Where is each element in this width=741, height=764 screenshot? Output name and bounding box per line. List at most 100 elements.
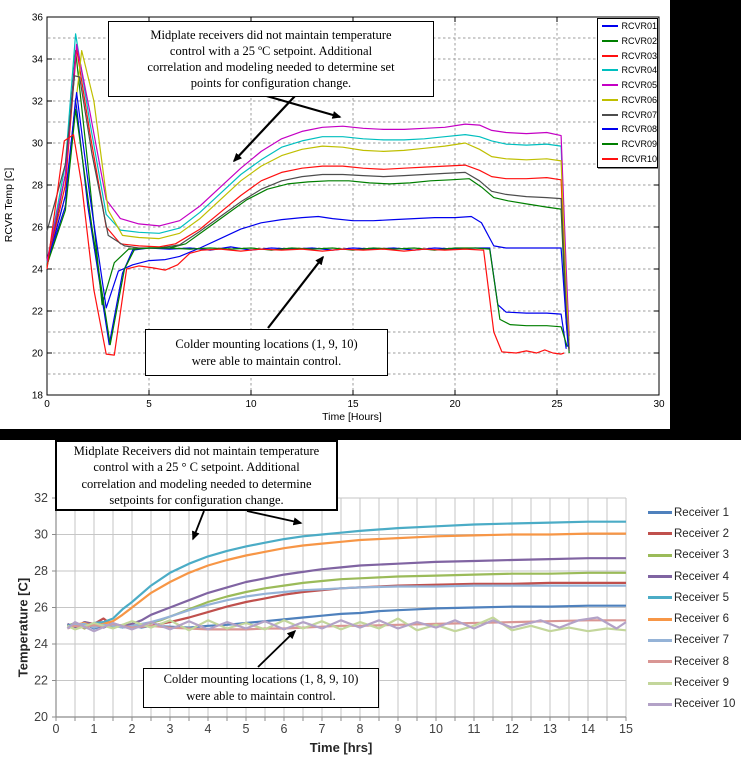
bottom-x-tick-label: 3 <box>167 722 174 736</box>
legend-item-RCVR02: RCVR02 <box>598 34 657 49</box>
legend-item-RCVR01: RCVR01 <box>598 19 657 34</box>
legend-label: RCVR05 <box>621 80 657 91</box>
top-x-tick-label: 0 <box>44 399 50 410</box>
legend-swatch <box>602 54 619 57</box>
legend-item-RCVR03: RCVR03 <box>598 48 657 63</box>
legend-swatch <box>602 98 619 101</box>
bottom-annotation-midplate: Midplate Receivers did not maintain temp… <box>55 440 338 511</box>
bottom-x-tick-label: 2 <box>129 722 136 736</box>
legend-item-Receiver2: Receiver 2 <box>648 523 741 544</box>
series-RCVR07 <box>46 75 570 351</box>
legend-swatch <box>602 113 619 116</box>
bottom-x-tick-label: 8 <box>357 722 364 736</box>
bottom-y-tick-label: 20 <box>34 710 48 724</box>
legend-item-RCVR04: RCVR04 <box>598 63 657 78</box>
legend-swatch <box>602 69 619 72</box>
legend-swatch <box>648 511 672 515</box>
bottom-annotation-colder: Colder mounting locations (1, 8, 9, 10) … <box>143 668 379 708</box>
bottom-legend: Receiver 1 Receiver 2 Receiver 3 Receiver 4… <box>648 502 741 762</box>
bottom-x-tick-label: 15 <box>619 722 633 736</box>
legend-swatch <box>602 128 619 131</box>
bottom-x-axis-title: Time [hrs] <box>309 740 373 755</box>
legend-swatch <box>602 84 619 87</box>
legend-label: RCVR03 <box>621 50 657 61</box>
legend-item-RCVR10: RCVR10 <box>598 151 657 166</box>
legend-label: Receiver 3 <box>674 549 729 562</box>
bottom-y-tick-label: 28 <box>34 564 48 578</box>
top-annotation-arrows <box>232 93 342 329</box>
legend-label: RCVR02 <box>621 36 657 47</box>
bottom-x-tick-label: 14 <box>581 722 595 736</box>
top-annotation-colder: Colder mounting locations (1, 9, 10) wer… <box>145 329 388 376</box>
bottom-y-axis-title: Temperature [C] <box>15 577 31 678</box>
legend-swatch <box>602 142 619 145</box>
series-RCVR10 <box>46 134 565 356</box>
legend-swatch <box>602 157 619 160</box>
legend-swatch <box>648 617 672 621</box>
series-RCVR04 <box>46 33 570 341</box>
bottom-x-tick-label: 7 <box>319 722 326 736</box>
bottom-x-tick-label: 11 <box>468 722 481 736</box>
legend-label: Receiver 5 <box>674 591 729 604</box>
legend-item-RCVR09: RCVR09 <box>598 137 657 152</box>
top-x-axis-title: Time [Hours] <box>322 411 382 423</box>
legend-item-Receiver4: Receiver 4 <box>648 566 741 587</box>
bottom-x-tick-label: 4 <box>205 722 212 736</box>
legend-item-RCVR06: RCVR06 <box>598 93 657 108</box>
top-x-tick-label: 20 <box>449 399 461 410</box>
top-y-tick-label: 18 <box>32 391 44 402</box>
top-x-tick-label: 10 <box>245 399 257 410</box>
legend-label: Receiver 7 <box>674 634 729 647</box>
series-RCVR09 <box>46 108 568 347</box>
top-y-tick-label: 22 <box>32 307 44 318</box>
bottom-x-tick-label: 1 <box>91 722 98 736</box>
bottom-x-tick-label: 5 <box>243 722 250 736</box>
top-x-tick-label: 15 <box>347 399 359 410</box>
legend-item-RCVR07: RCVR07 <box>598 107 657 122</box>
top-y-tick-label: 36 <box>32 13 44 24</box>
legend-label: Receiver 10 <box>674 698 736 711</box>
bottom-x-tick-label: 6 <box>281 722 288 736</box>
bottom-y-tick-label: 30 <box>34 528 48 542</box>
legend-swatch <box>648 575 672 579</box>
legend-label: Receiver 1 <box>674 506 729 519</box>
top-y-axis-title: RCVR Temp [C] <box>3 167 15 243</box>
legend-label: RCVR07 <box>621 109 657 120</box>
legend-label: RCVR08 <box>621 124 657 135</box>
top-legend: RCVR01 RCVR02 RCVR03 RCVR04 RCVR05 RCVR06 RCVR… <box>597 18 658 168</box>
bottom-x-tick-label: 13 <box>543 722 557 736</box>
top-x-tick-label: 25 <box>551 399 563 410</box>
legend-item-Receiver9: Receiver 9 <box>648 672 741 693</box>
top-ticks: 18 20 22 24 26 28 30 32 34 36 0 5 10 15 20 25 30 <box>32 13 665 411</box>
legend-swatch <box>602 25 619 28</box>
series-Receiver10 <box>66 616 627 633</box>
top-x-tick-label: 30 <box>653 399 665 410</box>
legend-item-RCVR05: RCVR05 <box>598 78 657 93</box>
legend-item-Receiver8: Receiver 8 <box>648 651 741 672</box>
bottom-x-tick-label: 9 <box>395 722 402 736</box>
series-Receiver9 <box>66 616 627 633</box>
bottom-y-tick-label: 26 <box>34 601 48 615</box>
bottom-y-tick-label: 24 <box>34 637 48 651</box>
legend-label: Receiver 6 <box>674 613 729 626</box>
legend-label: Receiver 2 <box>674 527 729 540</box>
series-RCVR06 <box>46 49 570 345</box>
bottom-x-tick-label: 12 <box>505 722 519 736</box>
legend-swatch <box>648 702 672 706</box>
series-RCVR05 <box>46 43 570 337</box>
legend-swatch <box>648 638 672 642</box>
series-Receiver5 <box>67 520 626 629</box>
legend-label: Receiver 9 <box>674 677 729 690</box>
bottom-chart-panel: 0 1 2 3 4 5 6 7 8 9 10 11 12 13 14 15 20 22 24 26 28 30 32 Tem… <box>0 440 741 764</box>
legend-item-Receiver6: Receiver 6 <box>648 609 741 630</box>
legend-label: RCVR04 <box>621 65 657 76</box>
legend-swatch <box>648 553 672 557</box>
series-Receiver6 <box>67 532 626 629</box>
series-RCVR02 <box>46 49 570 354</box>
legend-label: Receiver 4 <box>674 570 729 583</box>
bottom-annotation-arrows <box>192 510 303 668</box>
top-y-tick-label: 34 <box>32 55 44 66</box>
legend-item-Receiver10: Receiver 10 <box>648 694 741 715</box>
